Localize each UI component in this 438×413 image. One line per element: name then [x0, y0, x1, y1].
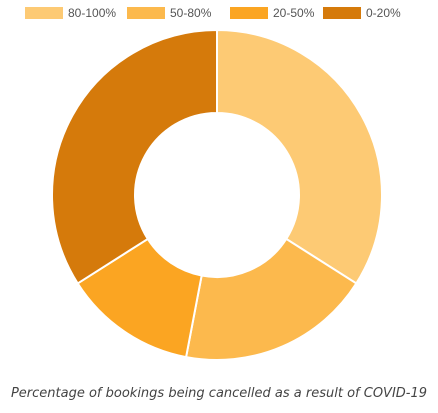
donut-chart: [51, 28, 383, 361]
chart-caption: Percentage of bookings being cancelled a…: [10, 386, 428, 401]
legend-swatch: [323, 7, 361, 19]
legend-swatch: [230, 7, 268, 19]
donut-slice-0-to-20[interactable]: [51, 28, 218, 285]
legend-swatch: [25, 7, 63, 19]
legend-item[interactable]: 0-20%: [323, 4, 401, 22]
legend-label: 0-20%: [366, 6, 401, 20]
legend-label: 50-80%: [170, 6, 212, 20]
chart-legend: 80-100% 50-80% 20-50% 0-20%: [0, 4, 438, 22]
legend-label: 80-100%: [68, 6, 117, 20]
legend-item[interactable]: 80-100%: [25, 4, 116, 22]
legend-item[interactable]: 50-80%: [127, 4, 211, 22]
legend-item[interactable]: 20-50%: [230, 4, 314, 22]
donut-slice-50-to-80[interactable]: [184, 237, 358, 361]
legend-swatch: [127, 7, 165, 19]
legend-label: 20-50%: [273, 6, 315, 20]
donut-slice-80-to-100[interactable]: [216, 28, 383, 285]
